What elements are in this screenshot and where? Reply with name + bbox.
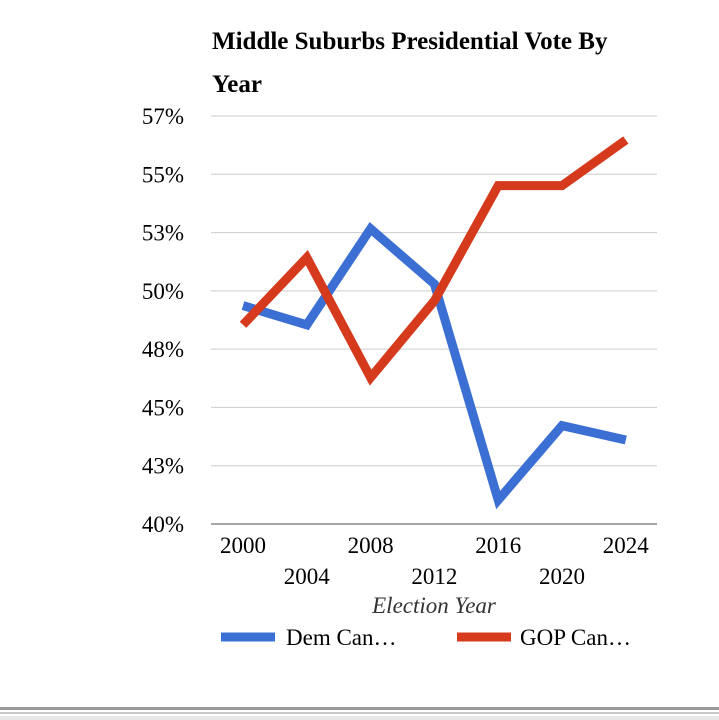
y-tick-label: 45% xyxy=(142,395,184,420)
y-tick-label: 53% xyxy=(142,221,184,246)
bottom-divider xyxy=(0,716,719,720)
y-tick-label: 50% xyxy=(142,279,184,304)
x-tick-label: 2008 xyxy=(348,533,394,558)
legend-label: GOP Can… xyxy=(520,625,631,650)
x-tick-label: 2000 xyxy=(220,533,266,558)
bottom-divider xyxy=(0,707,719,710)
x-tick-label: 2004 xyxy=(284,564,331,589)
x-tick-label: 2020 xyxy=(539,564,585,589)
y-tick-label: 40% xyxy=(142,512,184,537)
y-tick-label: 55% xyxy=(142,162,184,187)
x-tick-label: 2016 xyxy=(475,533,521,558)
x-axis-title: Election Year xyxy=(371,593,497,618)
legend-label: Dem Can… xyxy=(286,625,397,650)
x-tick-label: 2024 xyxy=(603,533,650,558)
x-tick-label: 2012 xyxy=(411,564,457,589)
chart-title: Middle Suburbs Presidential Vote By Year xyxy=(212,28,608,98)
y-tick-label: 57% xyxy=(142,104,184,129)
y-tick-label: 43% xyxy=(142,454,184,479)
bottom-divider xyxy=(0,712,719,714)
y-tick-label: 48% xyxy=(142,337,184,362)
series-line-dem xyxy=(241,222,627,510)
series-line-gop xyxy=(239,136,629,386)
